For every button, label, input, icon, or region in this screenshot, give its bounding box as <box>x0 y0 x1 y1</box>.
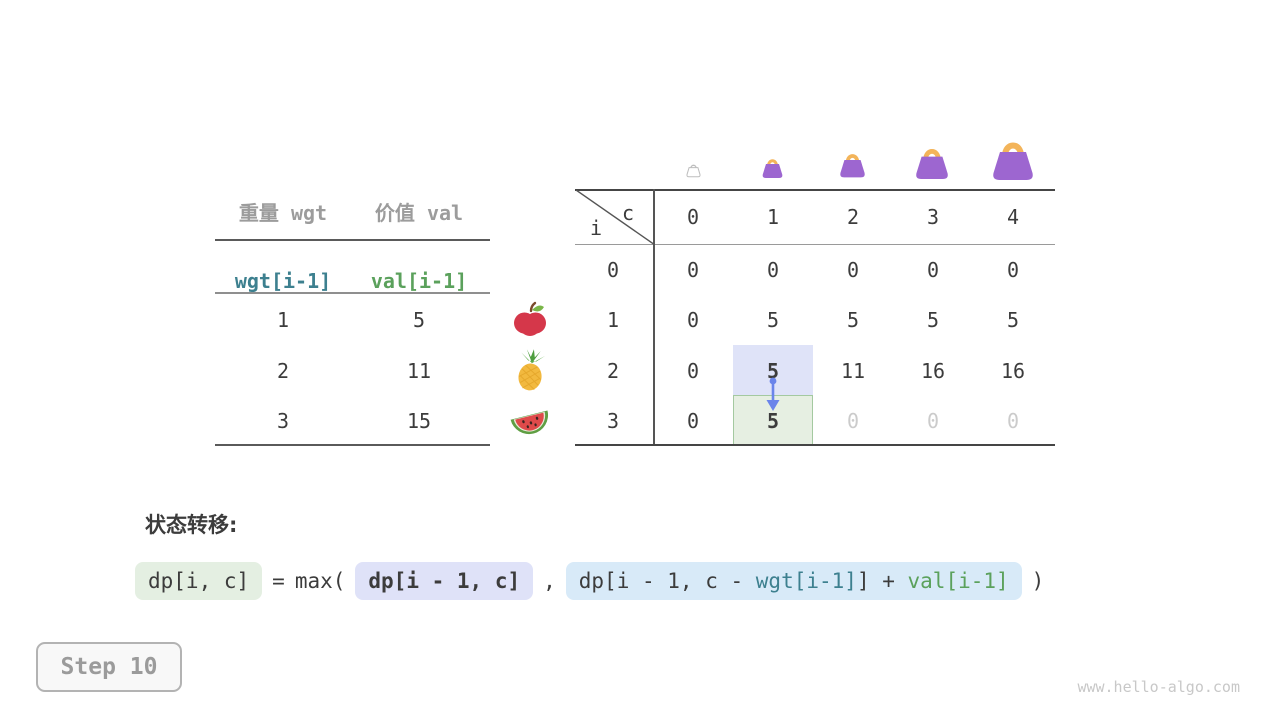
item-row-weight: 2 <box>276 359 290 383</box>
dp-cell-pending: 0 <box>846 409 860 433</box>
dp-cell-pending: 0 <box>1006 409 1020 433</box>
transition-arrow-icon <box>766 377 780 411</box>
dp-table-top-rule <box>575 189 1055 191</box>
dp-cell-source: 5 <box>766 359 780 383</box>
dp-cell: 0 <box>846 258 860 282</box>
dp-row-header: 0 <box>606 258 620 282</box>
dp-cell: 5 <box>846 308 860 332</box>
item-row-weight: 1 <box>276 308 290 332</box>
item-row-weight: 3 <box>276 409 290 433</box>
dp-cell: 16 <box>920 359 946 383</box>
dp-cell: 16 <box>1000 359 1026 383</box>
dp-cell: 5 <box>1006 308 1020 332</box>
items-header-value: 价值 val <box>374 200 464 225</box>
dp-cell-target: 5 <box>766 409 780 433</box>
dp-cell: 0 <box>766 258 780 282</box>
dp-row-header: 2 <box>606 359 620 383</box>
apple-icon <box>514 301 546 336</box>
items-header-weight: 重量 wgt <box>238 200 328 225</box>
dp-table-bottom-rule <box>575 444 1055 446</box>
dp-cell: 0 <box>686 409 700 433</box>
dp-col-header: 3 <box>926 205 940 229</box>
dp-col-header: 1 <box>766 205 780 229</box>
formula-arg2-mid: ] + <box>856 569 908 593</box>
item-row-value: 11 <box>406 359 432 383</box>
formula-arg2-prefix: dp[i - 1, c - <box>578 569 756 593</box>
items-table-mid-rule <box>215 292 490 294</box>
corner-diagonal-line <box>576 190 655 245</box>
dp-col-header: 2 <box>846 205 860 229</box>
dp-target-cell-highlight <box>733 395 813 445</box>
items-table-top-rule <box>215 239 490 241</box>
dp-cell: 0 <box>686 258 700 282</box>
dp-cell: 0 <box>1006 258 1020 282</box>
transition-formula: dp[i, c] = max( dp[i - 1, c] , dp[i - 1,… <box>135 559 1044 603</box>
pineapple-icon <box>518 349 546 391</box>
formula-close-paren: ) <box>1031 569 1045 593</box>
dp-cell: 5 <box>766 308 780 332</box>
item-row-value: 5 <box>412 308 426 332</box>
dp-table-header-rule <box>575 244 1055 245</box>
dp-table-vertical-rule <box>653 189 655 446</box>
corner-row-var: i <box>590 216 603 240</box>
bag-medium-icon <box>840 154 865 178</box>
dp-row-header: 1 <box>606 308 620 332</box>
bag-small-icon <box>762 159 783 178</box>
watermelon-icon <box>510 410 548 435</box>
bag-xlarge-icon <box>993 142 1033 180</box>
items-index-value: val[i-1] <box>370 269 468 293</box>
dp-cell: 5 <box>926 308 940 332</box>
items-table-bottom-rule <box>215 444 490 446</box>
formula-max-open: max( <box>294 569 346 593</box>
corner-col-var: c <box>622 201 635 225</box>
watermark: www.hello-algo.com <box>1077 678 1240 696</box>
step-badge[interactable]: Step 10 <box>36 642 182 692</box>
transition-label: 状态转移: <box>145 513 238 537</box>
bag-large-icon <box>916 149 948 179</box>
formula-comma: , <box>543 569 556 593</box>
bag-empty-icon <box>686 164 701 178</box>
dp-cell: 11 <box>840 359 866 383</box>
dp-cell: 0 <box>686 308 700 332</box>
dp-cell: 0 <box>926 258 940 282</box>
dp-cell-pending: 0 <box>926 409 940 433</box>
dp-cell: 0 <box>686 359 700 383</box>
dp-row-header: 3 <box>606 409 620 433</box>
item-row-value: 15 <box>406 409 432 433</box>
items-index-weight: wgt[i-1] <box>234 269 332 293</box>
formula-arg1-chip: dp[i - 1, c] <box>355 562 534 600</box>
formula-arg2-chip: dp[i - 1, c - wgt[i-1]] + val[i-1] <box>565 562 1022 600</box>
dp-col-header: 0 <box>686 205 700 229</box>
formula-arg2-wgt: wgt[i-1] <box>755 569 857 593</box>
formula-lhs-chip: dp[i, c] <box>135 562 263 600</box>
dp-col-header: 4 <box>1006 205 1020 229</box>
formula-arg2-val: val[i-1] <box>907 569 1009 593</box>
formula-equals: = <box>272 569 285 593</box>
